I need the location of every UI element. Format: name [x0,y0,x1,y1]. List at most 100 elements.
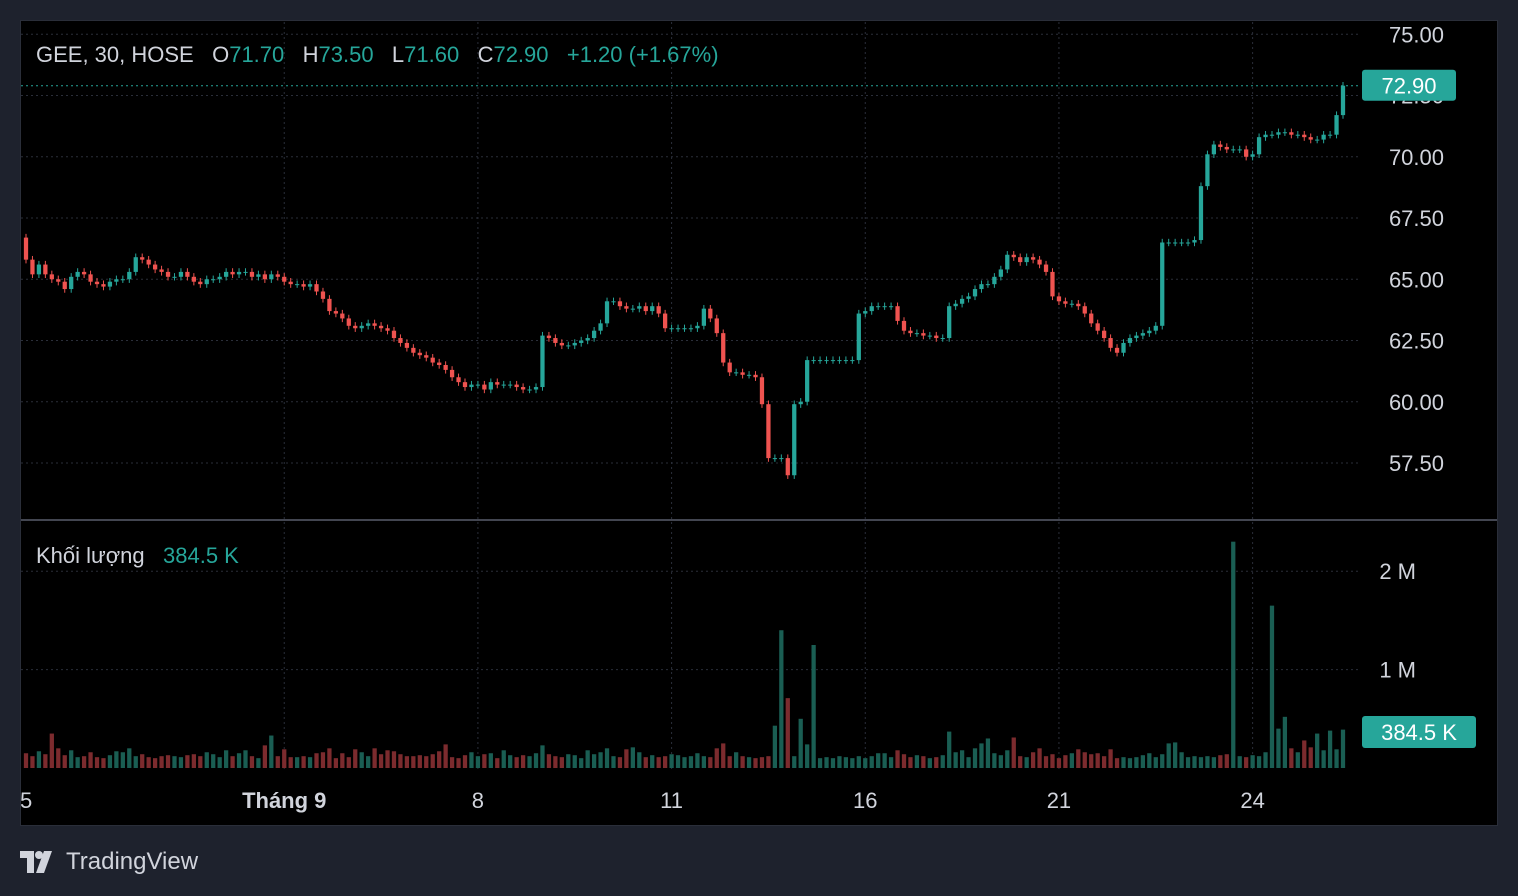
candle-body [353,325,358,329]
volume-bar [959,750,965,768]
candle-body [301,284,306,287]
volume-bar [753,758,758,768]
open-value: 71.70 [229,42,285,67]
volume-bar [934,757,939,768]
candle-body [1147,330,1152,334]
candle-body [508,384,513,386]
candle-body [998,269,1003,277]
candle-body [140,257,145,260]
volume-bar [172,756,177,768]
candle-body [1082,306,1087,314]
candle-body [514,384,519,388]
volume-bar [217,757,222,768]
volume-bar [501,750,506,768]
candle-body [611,301,616,303]
grid-lines [21,22,1360,770]
candle-body [604,301,610,324]
volume-bar [850,758,855,768]
candle-body [824,360,829,362]
volume-bar [1205,756,1210,768]
volume-bar [262,745,267,768]
volume-bar [688,756,694,768]
candle-body [1153,325,1158,331]
candle-body [482,384,487,390]
candle-body [366,323,371,326]
volume-bar [359,752,364,768]
candle-body [101,284,106,287]
candle-body [553,338,558,343]
candle-body [107,281,113,287]
time-axis[interactable]: 5 Tháng 9 8 11 16 21 24 [20,788,1265,813]
candle-body [1050,271,1055,297]
volume-bar [817,758,823,768]
volume-bar [23,753,29,768]
volume-bar [62,755,67,768]
volume-bar [559,757,564,768]
volume-bar [927,758,932,768]
candle-body [1108,338,1113,348]
volume-bar [992,753,997,768]
volume-bar [540,745,545,768]
candle-body [1315,139,1320,141]
high-value: 73.50 [318,42,374,67]
candle-body [895,306,900,321]
candle-body [559,342,564,346]
symbol-label[interactable]: GEE, 30, HOSE [36,42,194,67]
volume-bar [275,756,280,768]
candle-body [165,271,171,277]
volume-tick-label: 1 M [1379,658,1416,683]
volume-bar [1295,752,1300,768]
volume-bar [566,754,571,768]
tradingview-attribution[interactable]: TradingView [20,846,198,878]
candle-body [1244,149,1249,157]
candle-body [462,382,468,388]
volume-bar [1282,716,1288,768]
candle-body [69,276,74,290]
candle-body [230,271,235,275]
candle-body [501,384,506,386]
candle-body [766,404,771,459]
volume-bar [972,748,978,768]
volume-bar [1308,747,1313,768]
open-label: O [212,42,230,67]
candle-body [159,269,164,272]
volume-bar [1269,605,1275,768]
candle-body [1276,132,1281,135]
time-tick-label: 16 [853,788,877,813]
volume-bar [921,756,926,768]
candle-body [805,360,810,402]
volume-bar [527,756,532,768]
volume-bar [469,752,474,768]
volume-bar [985,738,991,768]
volume-bar [1089,754,1094,768]
candle-body [198,281,203,285]
candle-body [49,274,54,280]
price-tick-label: 65.00 [1389,267,1444,292]
candle-body [637,306,642,309]
volume-bar [94,757,100,768]
volume-bar [152,758,158,768]
candle-body [443,365,448,370]
volume-bar [1276,728,1281,768]
volume-bar [1043,756,1049,768]
high-label: H [302,42,319,67]
volume-bar [327,748,332,768]
volume-bar [107,755,113,768]
candle-body [404,342,410,348]
candle-body [843,360,849,362]
candle-body [417,352,422,356]
volume-tick-label: 2 M [1379,559,1416,584]
volume-bar [1050,754,1055,768]
volume-bar [1147,753,1152,768]
ohlc-legend[interactable]: GEE, 30, HOSE O71.70 H73.50 L71.60 C72.9… [36,42,719,68]
volume-axis[interactable]: 2 M 1 M [1379,559,1416,682]
candle-body [1340,85,1346,116]
volume-bar [411,756,416,768]
volume-bar [508,755,513,768]
candle-body [572,342,577,346]
volume-legend[interactable]: Khối lượng 384.5 K [36,543,239,569]
volume-bar [43,754,48,768]
volume-bar [1063,755,1068,768]
